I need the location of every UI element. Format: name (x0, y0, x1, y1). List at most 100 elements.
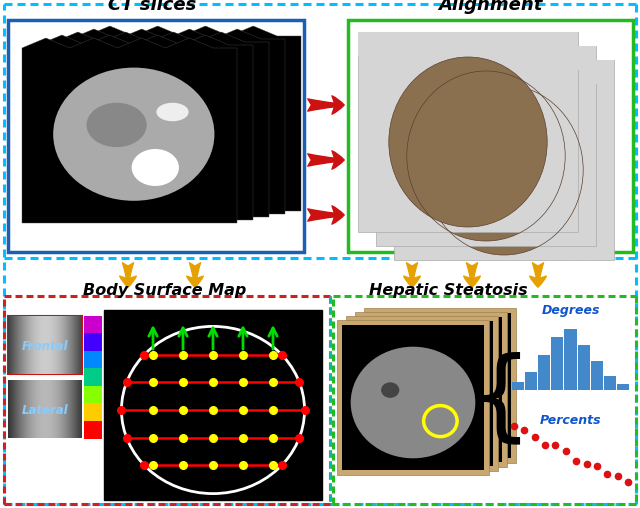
Bar (80, 380, 81, 438)
Bar (37, 316, 38, 374)
Bar (51, 316, 52, 374)
Bar (72, 380, 73, 438)
Bar (74, 316, 75, 374)
Bar (70, 380, 71, 438)
Bar (14, 316, 15, 374)
Bar (61, 316, 62, 374)
Text: Body Surface Map: Body Surface Map (83, 283, 246, 298)
Bar (9, 316, 10, 374)
Bar (53, 316, 54, 374)
Bar (74, 380, 75, 438)
Bar (21, 316, 22, 374)
Bar (60, 316, 61, 374)
Bar (56, 380, 57, 438)
Bar (81, 316, 82, 374)
Bar (77, 316, 78, 374)
Ellipse shape (425, 85, 583, 255)
Bar (84, 386, 102, 404)
Bar (30, 316, 31, 374)
Bar (13, 380, 14, 438)
Bar (20, 316, 21, 374)
Bar (44, 380, 45, 438)
Bar (23, 380, 24, 438)
Bar (76, 316, 77, 374)
Bar (351, 321, 493, 466)
Bar (49, 316, 50, 374)
Bar (78, 316, 79, 374)
Bar (22, 316, 23, 374)
Bar (67, 316, 68, 374)
Bar (63, 380, 64, 438)
Bar (525, 372, 537, 390)
Bar (20, 380, 21, 438)
Bar (16, 380, 17, 438)
Text: {: { (468, 352, 532, 449)
Bar (32, 316, 33, 374)
Text: Degrees: Degrees (541, 304, 600, 317)
Bar (364, 308, 516, 463)
Bar (33, 316, 34, 374)
Bar (47, 316, 48, 374)
Bar (376, 46, 596, 246)
Bar (75, 316, 76, 374)
Bar (62, 316, 63, 374)
Bar (39, 380, 40, 438)
Ellipse shape (53, 68, 214, 201)
Bar (591, 361, 603, 390)
Bar (84, 421, 102, 438)
Bar (24, 380, 25, 438)
Bar (78, 380, 79, 438)
Bar (22, 380, 23, 438)
Bar (604, 376, 616, 390)
Bar (8, 380, 9, 438)
Bar (28, 380, 29, 438)
Bar (57, 380, 58, 438)
Text: Lateral: Lateral (22, 403, 68, 417)
Bar (37, 380, 38, 438)
Bar (69, 316, 70, 374)
Ellipse shape (351, 346, 476, 458)
Bar (79, 380, 80, 438)
Bar (51, 380, 52, 438)
Bar (369, 313, 511, 458)
Ellipse shape (389, 57, 547, 227)
Bar (59, 380, 60, 438)
Bar (42, 380, 43, 438)
Bar (35, 380, 36, 438)
Bar (19, 380, 20, 438)
Bar (25, 316, 26, 374)
Bar (68, 380, 69, 438)
Bar (73, 316, 74, 374)
Bar (57, 316, 58, 374)
Bar (84, 316, 102, 334)
Bar (346, 316, 498, 471)
Bar (63, 316, 64, 374)
Text: Alignment: Alignment (438, 0, 542, 14)
Bar (31, 380, 32, 438)
Bar (65, 380, 66, 438)
Bar (45, 316, 46, 374)
Bar (29, 316, 30, 374)
Ellipse shape (407, 71, 565, 241)
Bar (26, 380, 27, 438)
Bar (34, 380, 35, 438)
Bar (358, 32, 578, 232)
Bar (27, 380, 28, 438)
Text: Frontal: Frontal (22, 339, 68, 353)
Bar (18, 316, 19, 374)
Bar (8, 316, 82, 374)
Bar (376, 46, 596, 70)
Bar (18, 380, 19, 438)
Bar (73, 380, 74, 438)
Bar (12, 316, 13, 374)
Polygon shape (22, 38, 237, 223)
Bar (28, 316, 29, 374)
Bar (70, 316, 71, 374)
Ellipse shape (86, 103, 147, 147)
Bar (72, 316, 73, 374)
Polygon shape (38, 35, 253, 220)
Bar (40, 380, 41, 438)
Bar (10, 316, 11, 374)
Bar (43, 380, 44, 438)
Bar (15, 380, 16, 438)
